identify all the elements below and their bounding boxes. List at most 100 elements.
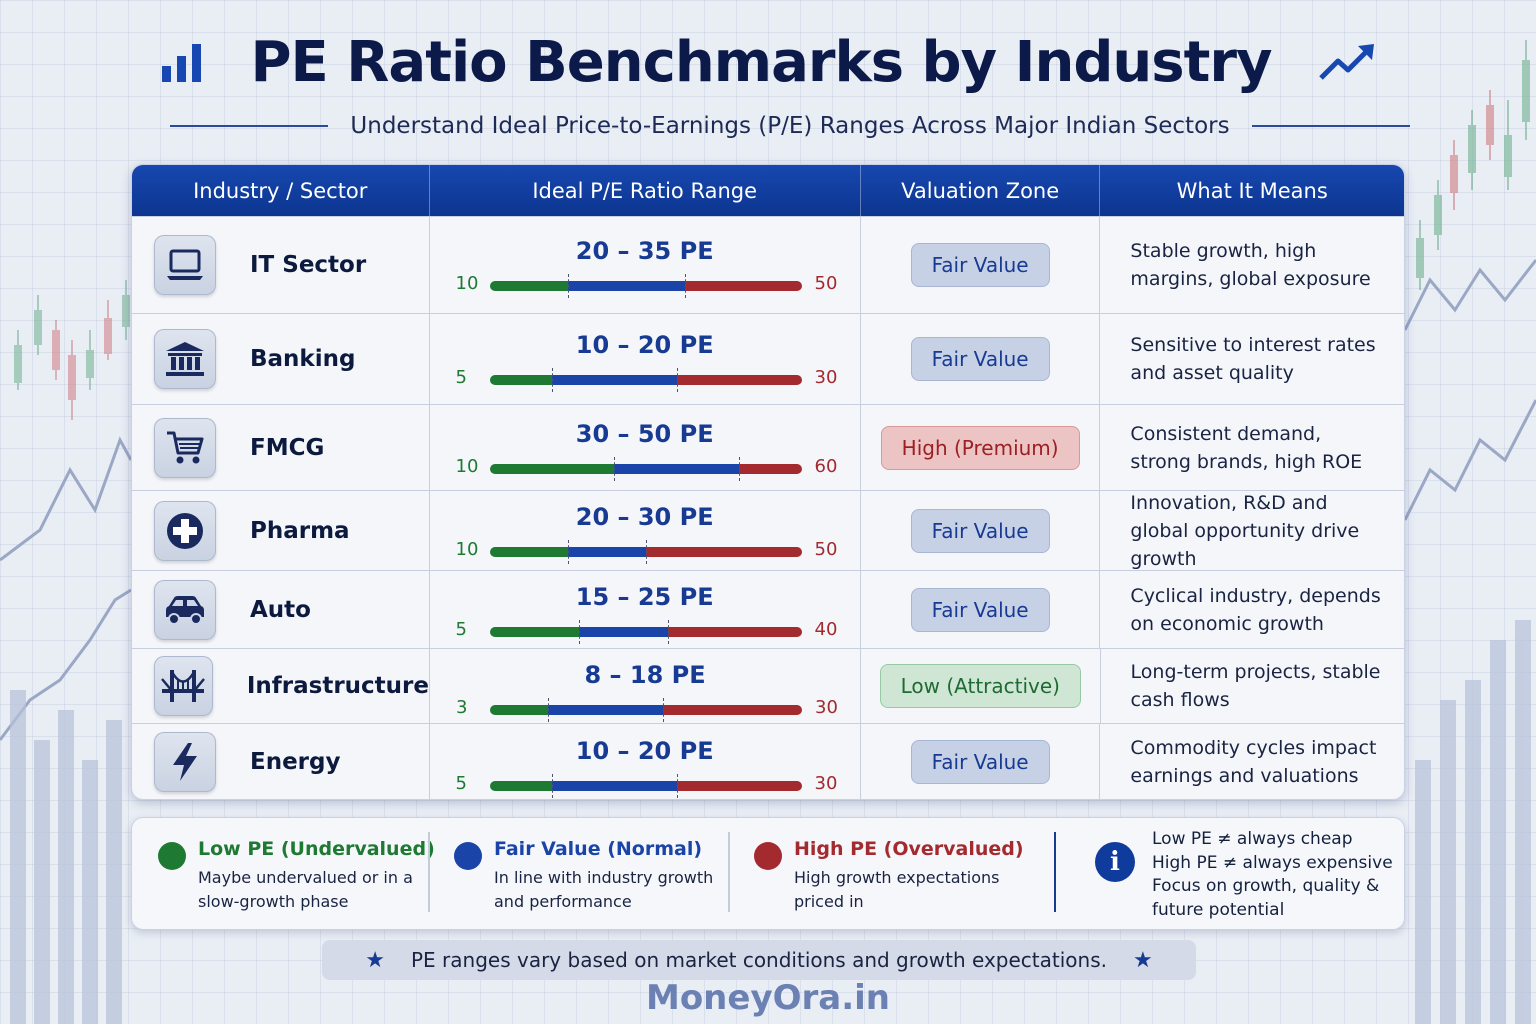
range-bar-low-segment — [490, 705, 548, 715]
meaning-cell: Stable growth, high margins, global expo… — [1100, 217, 1404, 313]
table-row: Pharma 20 – 30 PE 10 50 Fair Value Innovation… — [132, 490, 1404, 570]
range-bar — [489, 774, 802, 798]
range-bar-high-segment — [667, 627, 802, 637]
valuation-zone-badge: Fair Value — [910, 508, 1050, 553]
table-row: Auto 15 – 25 PE 5 40 Fair Value Cyclical indu… — [132, 570, 1404, 648]
range-bar-marker — [567, 274, 569, 298]
sector-name: Energy — [250, 749, 341, 775]
meaning-text: Long-term projects, stable cash flows — [1130, 661, 1381, 711]
cart-icon — [154, 417, 216, 478]
column-header-sector: Industry / Sector — [132, 165, 430, 216]
range-scale-min: 3 — [456, 697, 468, 718]
range-cell: 10 – 20 PE 5 30 — [430, 724, 861, 799]
range-bar-fair-segment — [567, 281, 685, 291]
range-scale-max: 40 — [814, 619, 838, 640]
sector-name: Auto — [250, 596, 311, 623]
range-bar-marker — [684, 274, 686, 298]
sector-name: Pharma — [250, 517, 350, 544]
range-bar-marker — [667, 620, 669, 644]
range-scale-max: 50 — [814, 539, 838, 560]
medical-cross-icon — [154, 500, 216, 561]
column-header-range: Ideal P/E Ratio Range — [430, 165, 861, 216]
range-bar-fair-segment — [567, 547, 646, 557]
range-bar-marker — [645, 540, 647, 564]
range-scale-max: 30 — [814, 773, 838, 794]
range-label: 8 – 18 PE — [584, 661, 706, 689]
range-scale-min: 10 — [455, 456, 479, 477]
table-body: IT Sector 20 – 35 PE 10 50 Fair Value Stable … — [132, 216, 1404, 799]
footnote-text: PE ranges vary based on market condition… — [411, 948, 1107, 972]
subtitle-row: Understand Ideal Price-to-Earnings (P/E)… — [170, 108, 1411, 144]
sector-cell: Pharma — [132, 491, 430, 570]
range-bar-low-segment — [489, 547, 568, 557]
meaning-cell: Cyclical industry, depends on economic g… — [1100, 571, 1404, 648]
page-subtitle: Understand Ideal Price-to-Earnings (P/E)… — [350, 113, 1230, 139]
bar-chart-icon — [162, 44, 202, 82]
legend-desc-low: Maybe undervalued or in a slow-growth ph… — [198, 868, 413, 911]
range-scale-min: 10 — [455, 273, 479, 294]
info-line: future potential — [1152, 899, 1285, 920]
range-bar-low-segment — [489, 781, 552, 791]
range-cell: 8 – 18 PE 3 30 — [430, 649, 862, 723]
range-bar-marker — [547, 698, 549, 722]
lightning-icon — [154, 732, 216, 792]
zone-cell: Fair Value — [861, 571, 1101, 648]
zone-cell: Fair Value — [861, 314, 1101, 404]
subtitle-divider-right — [1251, 125, 1411, 127]
range-bar-high-segment — [676, 375, 802, 385]
zone-cell: High (Premium) — [861, 405, 1101, 490]
legend-divider-info — [1054, 832, 1056, 912]
star-icon: ★ — [365, 947, 385, 973]
range-bar-high-segment — [663, 705, 802, 715]
range-bar-marker — [578, 620, 580, 644]
legend-title-low: Low PE (Undervalued) — [198, 838, 435, 860]
sector-cell: IT Sector — [132, 217, 430, 313]
range-bar-high-segment — [645, 547, 802, 557]
zone-cell: Fair Value — [861, 724, 1101, 799]
range-cell: 20 – 30 PE 10 50 — [430, 491, 861, 570]
range-bar — [489, 368, 802, 392]
range-bar — [489, 274, 802, 298]
table-row: FMCG 30 – 50 PE 10 60 High (Premium) Consiste… — [132, 404, 1404, 490]
valuation-zone-badge: Fair Value — [910, 740, 1050, 784]
range-bar-high-segment — [684, 281, 802, 291]
range-bar-marker — [551, 774, 553, 798]
meaning-text: Stable growth, high margins, global expo… — [1130, 240, 1371, 290]
table-row: IT Sector 20 – 35 PE 10 50 Fair Value Stable … — [132, 216, 1404, 313]
zone-cell: Fair Value — [861, 217, 1101, 313]
range-bar-fair-segment — [578, 627, 668, 637]
legend-divider — [728, 832, 730, 912]
range-bar-fair-segment — [547, 705, 664, 715]
sector-cell: Infrastructure — [132, 649, 430, 723]
info-notes: Low PE ≠ always cheap High PE ≠ always e… — [1152, 828, 1393, 922]
range-bar-low-segment — [489, 375, 552, 385]
car-icon — [154, 579, 216, 640]
benchmark-table: Industry / Sector Ideal P/E Ratio Range … — [131, 164, 1405, 800]
meaning-text: Commodity cycles impact earnings and val… — [1130, 737, 1377, 787]
meaning-cell: Sensitive to interest rates and asset qu… — [1100, 314, 1404, 404]
info-line: Focus on growth, quality & — [1152, 876, 1380, 896]
range-bar-low-segment — [489, 281, 568, 291]
valuation-zone-badge: High (Premium) — [880, 425, 1080, 470]
range-scale-min: 5 — [455, 773, 467, 794]
legend-title-fair: Fair Value (Normal) — [494, 838, 703, 860]
range-bar-marker — [567, 540, 569, 564]
range-cell: 15 – 25 PE 5 40 — [430, 571, 861, 648]
sector-name: Infrastructure — [246, 673, 429, 699]
range-bar-high-segment — [739, 464, 802, 474]
sector-name: IT Sector — [250, 252, 367, 278]
range-bar-marker — [739, 457, 741, 481]
range-bar — [489, 457, 802, 481]
valuation-zone-badge: Fair Value — [910, 587, 1050, 632]
sector-cell: Banking — [132, 314, 430, 404]
table-header: Industry / Sector Ideal P/E Ratio Range … — [132, 165, 1404, 216]
range-label: 15 – 25 PE — [575, 583, 714, 611]
range-bar-marker — [663, 698, 665, 722]
meaning-cell: Long-term projects, stable cash flows — [1101, 649, 1404, 723]
zone-cell: Fair Value — [861, 491, 1101, 570]
range-bar-marker — [676, 368, 678, 392]
table-row: Banking 10 – 20 PE 5 30 Fair Value Sensitive … — [132, 313, 1404, 404]
sector-cell: Energy — [132, 724, 430, 799]
range-cell: 30 – 50 PE 10 60 — [430, 405, 861, 490]
column-header-meaning: What It Means — [1176, 178, 1328, 203]
